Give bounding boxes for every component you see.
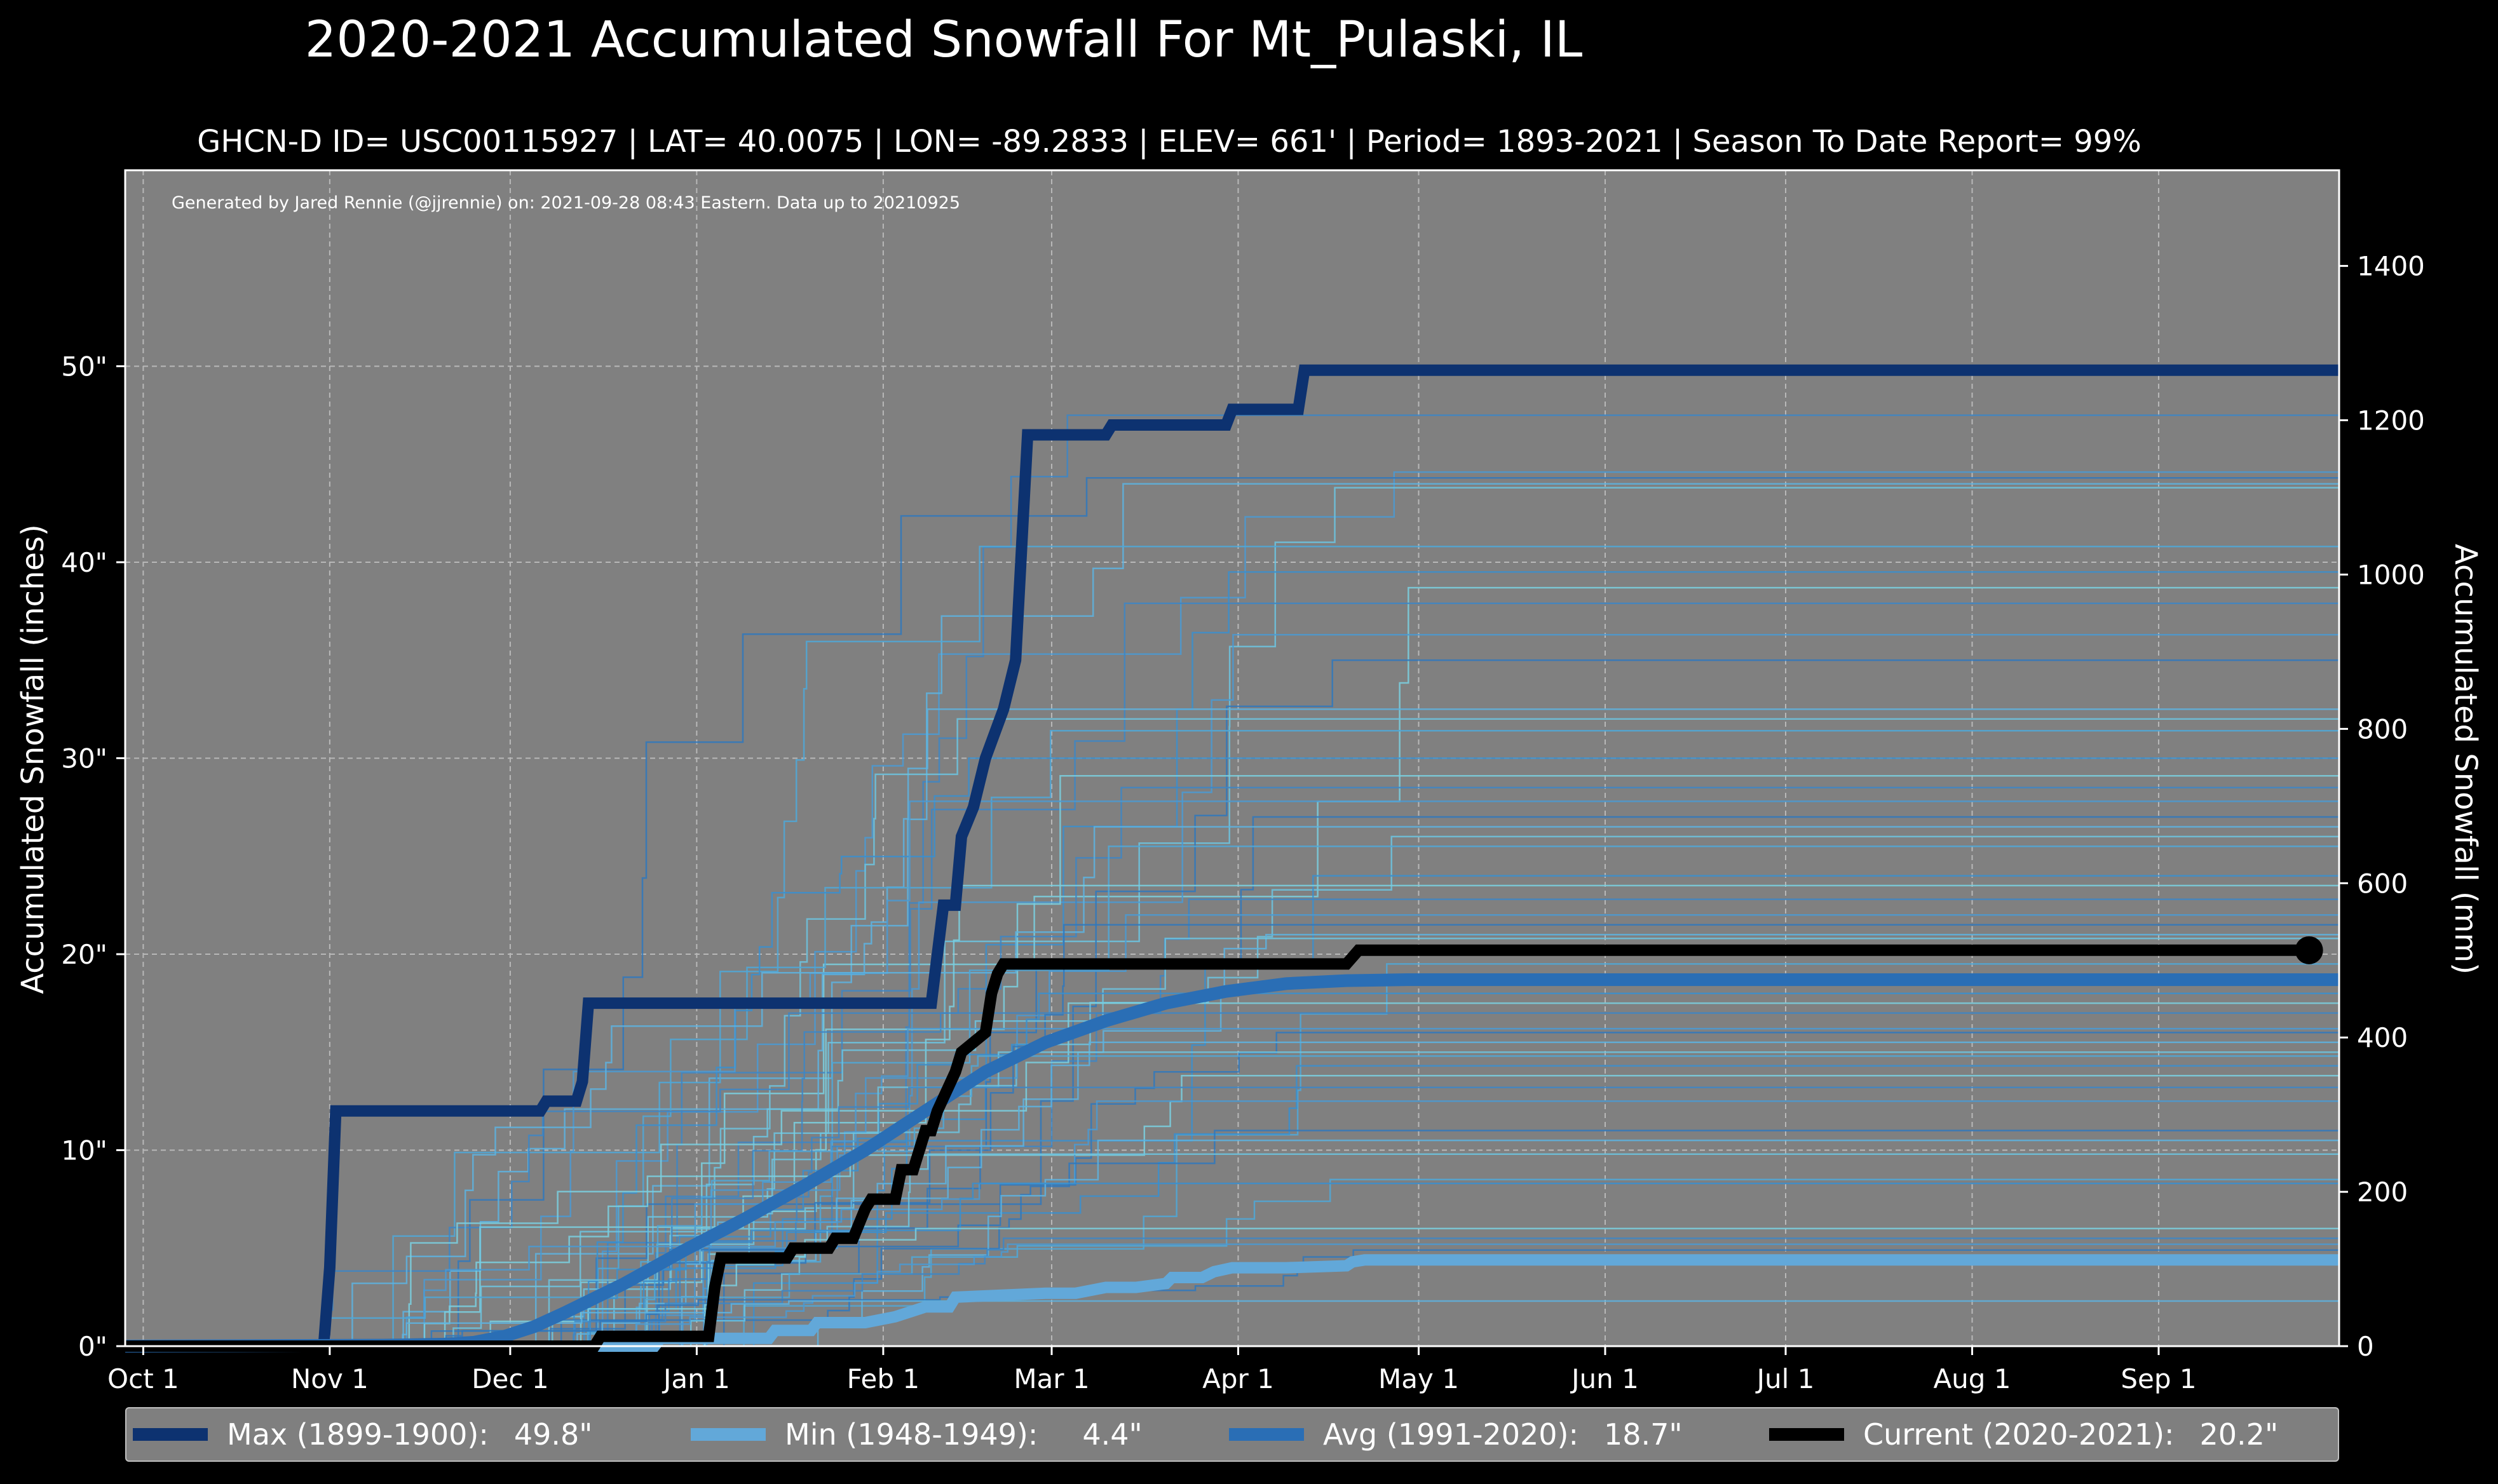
summary-series (125, 364, 2339, 1352)
y-tick-label-left-2: 20" (61, 939, 107, 970)
y-tick-label-left-5: 50" (61, 351, 107, 382)
historical-season-line-49 (125, 1243, 2339, 1347)
x-tick-label-9: Jul 1 (1755, 1363, 1815, 1394)
x-tick-label-7: May 1 (1378, 1363, 1459, 1394)
x-tick-label-5: Mar 1 (1014, 1363, 1089, 1394)
x-tick-label-11: Sep 1 (2121, 1363, 2196, 1394)
y-tick-label-left-4: 40" (61, 547, 107, 578)
y-tick-label-right-7: 1400 (2357, 251, 2425, 282)
historical-season-line-7 (125, 586, 2339, 1347)
y-tick-label-right-0: 0 (2357, 1331, 2374, 1362)
legend-label-current: Current (2020-2021): (1863, 1417, 2175, 1452)
chart-title: 2020-2021 Accumulated Snowfall For Mt_Pu… (304, 11, 1583, 69)
series-line-max (125, 364, 2339, 1352)
series-line-current (125, 944, 2309, 1352)
historical-season-line-3 (125, 483, 2339, 1347)
chart-subtitle: GHCN-D ID= USC00115927 | LAT= 40.0075 | … (197, 124, 2142, 159)
historical-season-line-17 (125, 800, 2339, 1347)
legend-item-avg: Avg (1991-2020): 18.7" (1229, 1408, 1683, 1460)
historical-season-line-18 (125, 816, 2339, 1347)
historical-season-line-38 (125, 1065, 2339, 1347)
legend-label-max: Max (1899-1900): (227, 1417, 489, 1452)
legend-swatch-min (691, 1428, 766, 1441)
x-tick-label-3: Jan 1 (662, 1363, 730, 1394)
historical-season-line-39 (125, 1075, 2339, 1347)
current-endpoint-marker (2295, 936, 2323, 964)
historical-season-line-37 (125, 1055, 2339, 1347)
legend-label-avg: Avg (1991-2020): (1323, 1417, 1578, 1452)
legend-item-current: Current (2020-2021): 20.2" (1769, 1408, 2278, 1460)
y-tick-label-left-3: 30" (61, 743, 107, 774)
historical-season-line-20 (125, 835, 2339, 1347)
legend-swatch-max (133, 1428, 208, 1441)
series-line-min (125, 1254, 2339, 1352)
historical-season-line-10 (125, 659, 2339, 1347)
historical-season-line-8 (125, 602, 2339, 1347)
y-tick-label-right-3: 600 (2357, 868, 2408, 899)
credit-note: Generated by Jared Rennie (@jjrennie) on… (172, 193, 961, 213)
historical-season-line-1 (125, 471, 2339, 1347)
legend-swatch-avg (1229, 1428, 1304, 1441)
x-tick-label-6: Apr 1 (1202, 1363, 1274, 1394)
legend-value-min: 4.4" (1082, 1417, 1143, 1452)
y-tick-label-left-0: 0" (78, 1331, 107, 1362)
x-tick-label-8: Jun 1 (1570, 1363, 1639, 1394)
x-tick-label-4: Feb 1 (847, 1363, 920, 1394)
historical-season-line-19 (125, 826, 2339, 1347)
historical-season-line-42 (125, 1130, 2340, 1347)
legend-value-max: 49.8" (513, 1417, 593, 1452)
axes: Oct 1 Nov 1 Dec 1 Jan 1 Feb 1 Mar 1 Apr 1 May 1… (61, 169, 2425, 1394)
y-tick-label-right-5: 1000 (2357, 559, 2425, 590)
historical-season-lines (125, 414, 2340, 1347)
legend-item-max: Max (1899-1900): 49.8" (133, 1408, 592, 1460)
y-axis-label-left: Accumulated Snowfall (inches) (15, 524, 51, 994)
historical-season-line-9 (125, 633, 2339, 1347)
y-tick-label-right-6: 1200 (2357, 405, 2425, 436)
legend: Max (1899-1900): 49.8" Min (1948-1949): … (125, 1407, 2339, 1462)
x-tick-label-2: Dec 1 (472, 1363, 548, 1394)
historical-season-line-2 (125, 477, 2339, 1347)
historical-season-line-5 (125, 546, 2339, 1347)
legend-item-min: Min (1948-1949): 4.4" (691, 1408, 1143, 1460)
historical-season-line-45 (125, 1178, 2339, 1347)
historical-season-line-31 (125, 1002, 2339, 1347)
y-tick-label-right-1: 200 (2357, 1177, 2408, 1208)
legend-value-current: 20.2" (2199, 1417, 2279, 1452)
historical-season-line-0 (125, 414, 2339, 1347)
x-tick-label-10: Aug 1 (1933, 1363, 2011, 1394)
legend-label-min: Min (1948-1949): (785, 1417, 1038, 1452)
historical-season-line-21 (125, 846, 2339, 1347)
y-tick-label-left-1: 10" (61, 1135, 107, 1166)
y-tick-label-right-2: 400 (2357, 1022, 2408, 1053)
historical-season-line-23 (125, 884, 2339, 1347)
historical-season-line-11 (125, 708, 2339, 1347)
historical-season-line-29 (125, 963, 2339, 1347)
x-tick-label-1: Nov 1 (291, 1363, 369, 1394)
y-axis-label-right: Accumulated Snowfall (mm) (2448, 544, 2483, 975)
legend-swatch-current (1769, 1428, 1844, 1441)
historical-season-line-14 (125, 757, 2339, 1347)
legend-value-avg: 18.7" (1603, 1417, 1683, 1452)
historical-season-line-41 (125, 1100, 2339, 1347)
series-line-avg (125, 973, 2339, 1352)
y-tick-label-right-4: 800 (2357, 713, 2408, 745)
historical-season-line-26 (125, 924, 2339, 1347)
x-tick-label-0: Oct 1 (107, 1363, 179, 1394)
historical-season-line-13 (125, 730, 2339, 1347)
